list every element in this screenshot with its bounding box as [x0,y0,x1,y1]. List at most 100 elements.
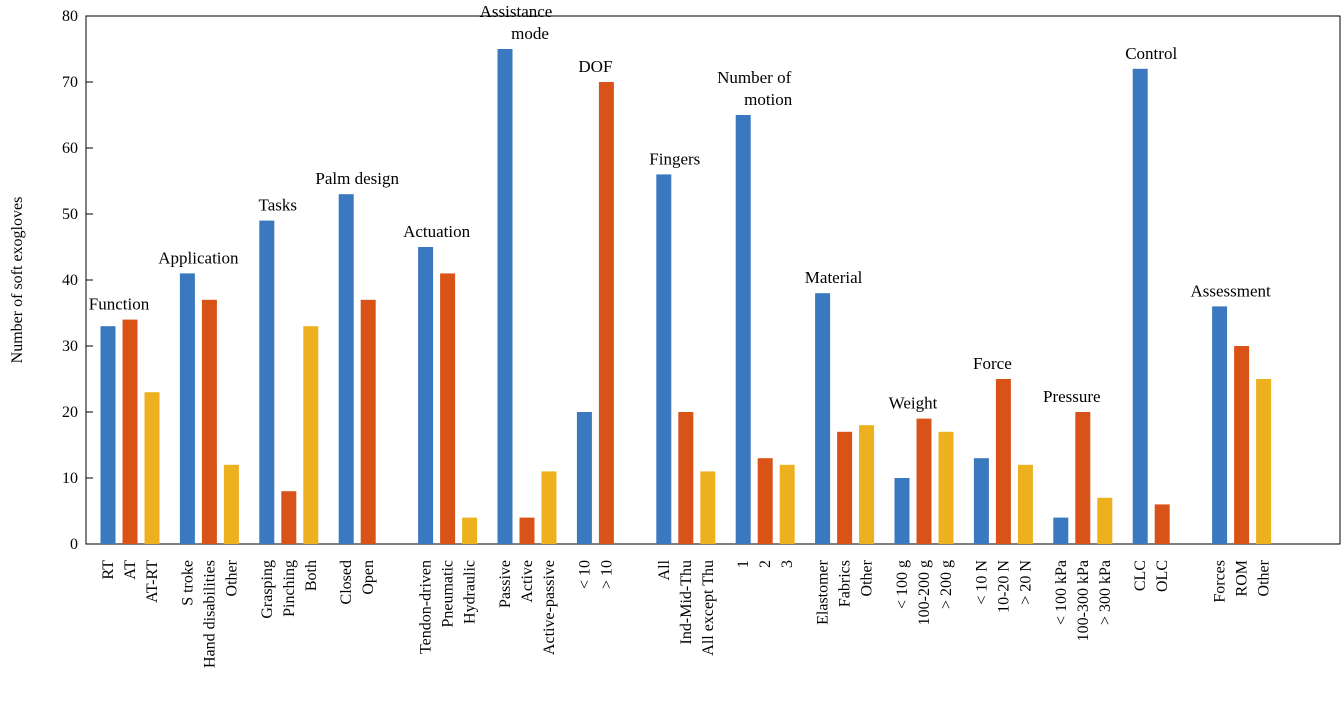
category-label: 100-200 g [916,560,933,625]
bar [576,412,592,544]
bar [1075,412,1091,544]
bar [815,293,831,544]
bar [462,517,478,544]
y-tick-label: 0 [70,536,78,553]
bar [678,412,694,544]
bar [122,319,138,544]
category-label: > 10 [598,560,615,589]
category-label: AT-RT [144,560,161,603]
group-label: Force [973,354,1012,373]
bar [497,49,513,544]
bar [1017,464,1033,544]
bar [281,491,297,544]
bar [303,326,319,544]
category-label: Closed [338,560,355,604]
bar [837,431,853,544]
category-label: > 200 g [938,560,955,609]
bar [735,115,751,544]
category-label: Pinching [281,560,298,617]
category-label: RT [100,560,117,580]
y-tick-label: 10 [62,470,78,487]
y-tick-label: 50 [62,206,78,223]
bar [1212,306,1228,544]
group-label: Actuation [403,222,471,241]
bar [757,458,773,544]
group-label: Function [89,295,150,314]
group-label: Application [158,248,239,267]
bar [259,220,275,544]
category-label: Elastomer [815,559,832,625]
category-label: 100-300 kPa [1075,560,1092,641]
category-label: Forces [1212,560,1229,603]
bars [100,49,1272,545]
y-tick-label: 30 [62,338,78,355]
group-label: Material [805,268,863,287]
bar [418,247,434,544]
category-label: Fabrics [837,560,854,607]
group-label: Pressure [1043,387,1101,406]
category-label: Other [1256,559,1273,596]
y-tick-label: 60 [62,140,78,157]
group-labels: Function Application Tasks Palm design Actua… [89,2,1271,413]
category-label: AT [122,560,139,580]
category-label: Tendon-driven [418,560,435,654]
bar [144,392,160,544]
category-label: Grasping [259,560,276,619]
group-label: Number of motion [717,68,793,109]
category-label: Pneumatic [440,560,457,628]
group-label: Palm design [315,169,399,188]
bar [1154,504,1170,544]
bar [700,471,716,544]
group-label: Tasks [259,196,297,215]
bar [779,464,795,544]
group-label: DOF [578,57,612,76]
bar [201,299,217,544]
bar [1234,346,1250,544]
bar [995,379,1011,544]
bar [519,517,535,544]
category-label: OLC [1154,560,1171,592]
y-axis-title: Number of soft exogloves [9,197,26,364]
group-label: Weight [889,394,938,413]
category-label: Hand disabilities [201,560,218,668]
category-label: < 100 kPa [1053,560,1070,625]
bar [179,273,195,544]
y-tick-label: 40 [62,272,78,289]
bar [1097,497,1113,544]
bar [938,431,954,544]
category-label: < 100 g [894,560,911,609]
category-labels: RT AT AT-RT S troke Hand disabilities Other Gr… [100,559,1273,668]
category-label: > 300 kPa [1097,560,1114,625]
category-label: Ind-Mid-Thu [678,560,695,644]
group-label: Assistance mode [480,2,553,43]
bar [541,471,557,544]
bar [598,82,614,544]
bar [440,273,456,544]
category-label: Hydraulic [462,560,479,624]
category-label: 2 [757,560,774,568]
bar [1053,517,1069,544]
category-label: Both [303,560,320,591]
y-tick-label: 20 [62,404,78,421]
category-label: < 10 N [973,560,990,605]
category-label: Other [223,559,240,596]
category-label: 10-20 N [995,560,1012,613]
bar [656,174,672,544]
category-label: 3 [779,560,796,568]
bar [894,478,910,544]
bar [916,418,932,544]
bar [973,458,989,544]
category-label: < 10 [576,560,593,589]
category-label: Other [859,559,876,596]
y-tick-label: 80 [62,8,78,25]
category-label: 1 [735,560,752,568]
y-tick-label: 70 [62,74,78,91]
category-label: All [656,559,673,580]
bar [859,425,875,544]
category-label: Active [519,560,536,603]
bar [223,464,239,544]
group-label: Control [1125,44,1177,63]
bar [338,194,354,544]
bar [1132,68,1148,545]
